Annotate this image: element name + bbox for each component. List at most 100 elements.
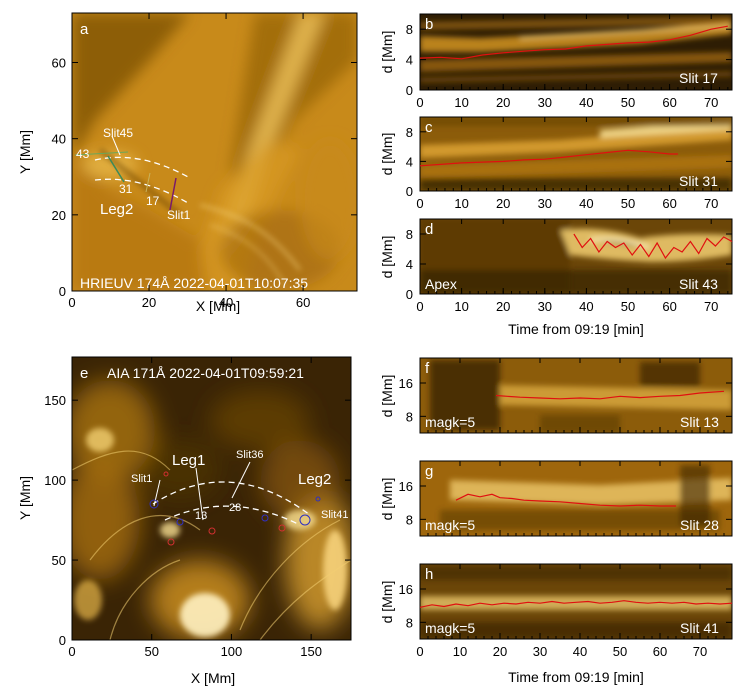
panel-a-annotations: a Slit45 43 31 17 Slit1 Leg2 HRIEUV 174Å… [76, 21, 308, 291]
panel-g-ylabel: d [Mm] [379, 478, 395, 521]
panel-e-xtick-100: 100 [221, 644, 243, 659]
panel-a-caption: HRIEUV 174Å 2022-04-01T10:07:35 [80, 275, 308, 291]
panel-d-letter: d [425, 221, 433, 238]
panel-b-ylabel: d [Mm] [379, 31, 395, 74]
panel-b-xtick-10: 10 [454, 95, 468, 110]
panel-h-ylabel: d [Mm] [379, 581, 395, 624]
panel-c-letter: c [425, 119, 433, 136]
leg1-label: Leg1 [172, 452, 205, 469]
panel-a-xlabel: X [Mm] [196, 298, 240, 314]
panel-e-ytick-150: 150 [44, 393, 66, 408]
slit1-label-a: Slit1 [167, 208, 191, 222]
panel-e-axes: 0 50 100 150 0 50 100 150 [44, 357, 351, 659]
panel-h-xtick-30: 30 [533, 644, 547, 659]
panel-c-ytick-4: 4 [406, 154, 413, 169]
panel-h-xtick-0: 0 [416, 644, 423, 659]
panel-f-slit: Slit 13 [680, 414, 719, 430]
panel-b-slit: Slit 17 [679, 70, 718, 86]
panel-c-xtick-40: 40 [579, 196, 593, 211]
panel-d-xtick-0: 0 [416, 299, 423, 314]
panel-e-ytick-0: 0 [59, 633, 66, 648]
panel-c-ytick-0: 0 [406, 184, 413, 199]
panel-g-slit: Slit 28 [680, 517, 719, 533]
panel-h-xtick-50: 50 [613, 644, 627, 659]
slit1-label-e: Slit1 [131, 473, 152, 485]
panel-a-image [72, 13, 357, 291]
panel-g-ytick-16: 16 [399, 479, 413, 494]
panel-d-xtick-10: 10 [454, 299, 468, 314]
td-panel-labels: b Slit 17 c Slit 31 d Apex Slit 43 f mag… [425, 16, 719, 636]
panel-f-note: magk=5 [425, 414, 475, 430]
panel-c-image [420, 117, 732, 191]
panel-a-xtick-40: 40 [219, 295, 233, 310]
panel-e-ytick-100: 100 [44, 473, 66, 488]
panel-f-ylabel: d [Mm] [379, 375, 395, 418]
panel-a-ylabel: Y [Mm] [17, 130, 33, 174]
panel-d-xtick-40: 40 [579, 299, 593, 314]
panel-h-xtick-20: 20 [493, 644, 507, 659]
panel-d-xtick-50: 50 [621, 299, 635, 314]
slit13-number: 13 [195, 510, 207, 522]
panel-b-xtick-70: 70 [704, 95, 718, 110]
panel-a-ytick-20: 20 [52, 208, 66, 223]
panel-a-ytick-40: 40 [52, 132, 66, 147]
panel-b-xtick-40: 40 [579, 95, 593, 110]
panel-c-ylabel: d [Mm] [379, 133, 395, 176]
panel-d-slit: Slit 43 [679, 276, 718, 292]
panel-b-xtick-30: 30 [538, 95, 552, 110]
panel-d-xtick-30: 30 [538, 299, 552, 314]
leg2-label-a: Leg2 [100, 201, 133, 218]
panel-b-xtick-50: 50 [621, 95, 635, 110]
panel-c-xtick-70: 70 [704, 196, 718, 211]
panel-h-xtick-60: 60 [653, 644, 667, 659]
panel-h-ytick-16: 16 [399, 582, 413, 597]
slit17-number: 17 [146, 194, 160, 208]
top-time-xlabel: Time from 09:19 [min] [508, 321, 644, 337]
panel-c-xtick-0: 0 [416, 196, 423, 211]
slit36-label: Slit36 [236, 449, 264, 461]
panel-h-xtick-70: 70 [693, 644, 707, 659]
panel-a-letter: a [80, 21, 89, 38]
panel-d-xtick-70: 70 [704, 299, 718, 314]
td-lines [419, 25, 733, 608]
bottom-time-xlabel: Time from 09:19 [min] [508, 669, 644, 685]
panel-b-ytick-4: 4 [406, 53, 413, 68]
panel-c-series-0 [419, 149, 678, 167]
panel-c-ytick-8: 8 [406, 125, 413, 140]
panel-a-xtick-20: 20 [142, 295, 156, 310]
panel-h-xtick-10: 10 [453, 644, 467, 659]
panel-d-note: Apex [425, 276, 457, 292]
slit31-number: 31 [119, 182, 133, 196]
panel-f-series-0 [495, 390, 725, 400]
panel-e-xtick-50: 50 [144, 644, 158, 659]
panel-b-xtick-20: 20 [496, 95, 510, 110]
leg2-label-e: Leg2 [298, 471, 331, 488]
panel-c-xtick-30: 30 [538, 196, 552, 211]
panel-e-xtick-0: 0 [68, 644, 75, 659]
panel-h-letter: h [425, 566, 433, 583]
slit43-number: 43 [76, 147, 90, 161]
panel-a-xtick-0: 0 [68, 295, 75, 310]
panel-e-ytick-50: 50 [52, 553, 66, 568]
panel-g-ytick-8: 8 [406, 512, 413, 527]
panel-e-xtick-150: 150 [300, 644, 322, 659]
panel-h-series-0 [419, 600, 733, 608]
panel-h-note: magk=5 [425, 620, 475, 636]
panel-c-xtick-50: 50 [621, 196, 635, 211]
panel-g-letter: g [425, 463, 433, 480]
panel-c-xtick-10: 10 [454, 196, 468, 211]
panel-b-letter: b [425, 16, 433, 33]
panel-h-xtick-40: 40 [573, 644, 587, 659]
panel-e-letter: e [80, 365, 88, 382]
panel-e-annotations: e AIA 171Å 2022-04-01T09:59:21 Leg1 Slit… [80, 365, 349, 522]
panel-a-ytick-60: 60 [52, 56, 66, 71]
panel-e-caption: AIA 171Å 2022-04-01T09:59:21 [107, 365, 304, 381]
panel-d-ytick-4: 4 [406, 257, 413, 272]
panel-e-image [72, 357, 351, 640]
panel-d-image [420, 219, 732, 294]
panel-a-axes: 0 20 40 60 0 20 40 60 [52, 13, 357, 310]
panel-e-xlabel: X [Mm] [191, 670, 235, 686]
panel-d-series-0 [573, 233, 733, 260]
